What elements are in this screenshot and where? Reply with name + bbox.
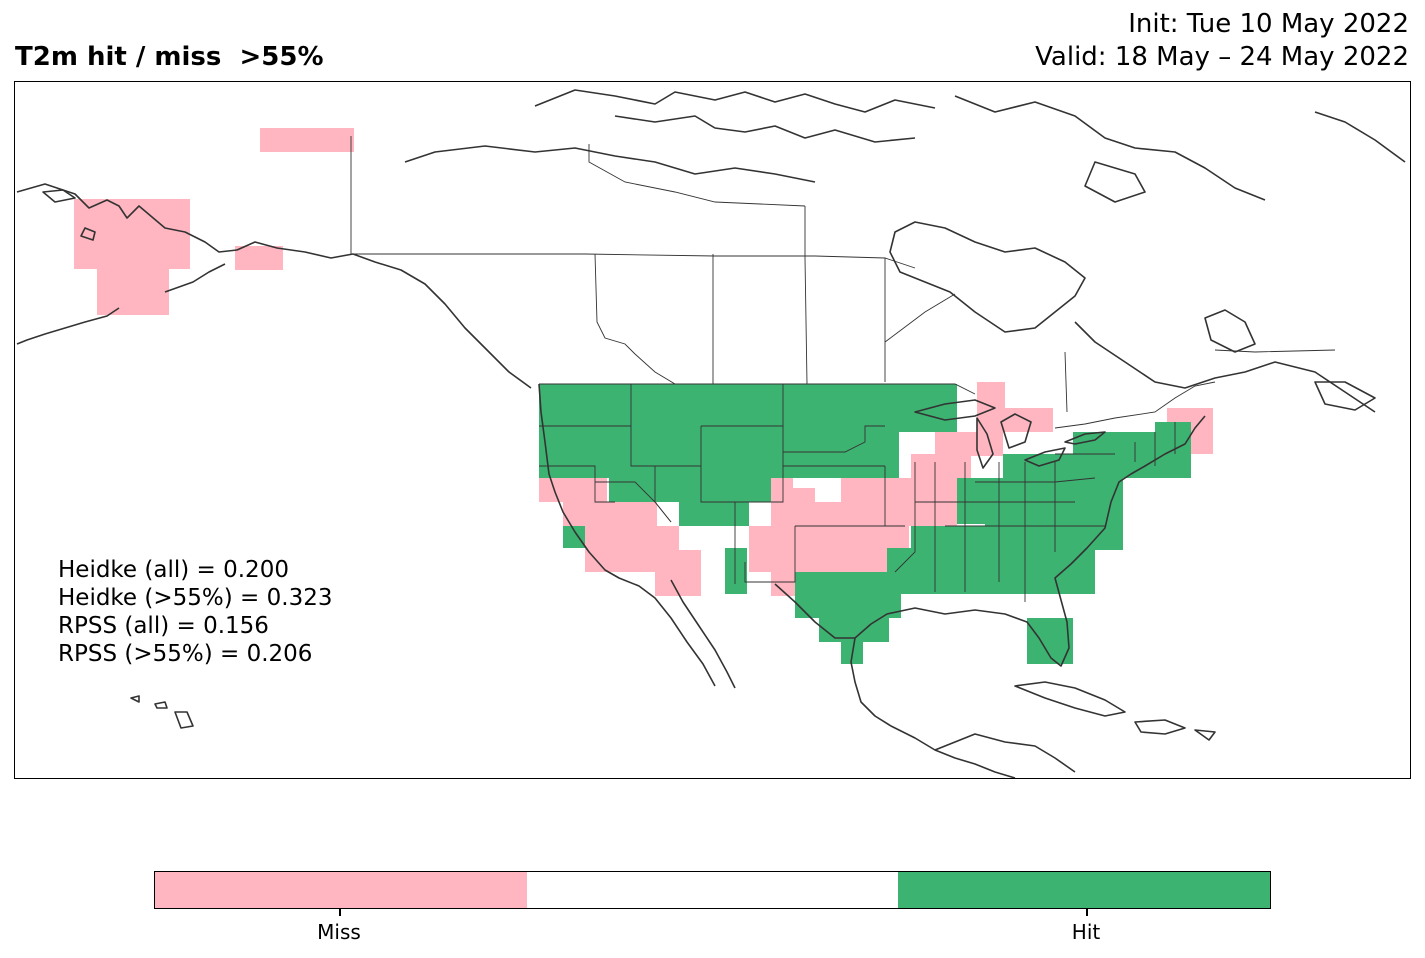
colorbar-hit-segment: [898, 872, 1271, 908]
skill-scores: Heidke (all) = 0.200 Heidke (>55%) = 0.3…: [58, 556, 332, 668]
forecast-dates: Init: Tue 10 May 2022 Valid: 18 May – 24…: [1035, 8, 1409, 74]
colorbar: [154, 871, 1271, 909]
heidke-all: Heidke (all) = 0.200: [58, 557, 289, 583]
colorbar-tick-miss: [339, 909, 341, 916]
colorbar-label-hit: Hit: [1071, 920, 1101, 944]
colorbar-tick-hit: [1086, 909, 1088, 916]
colorbar-miss-segment: [155, 872, 527, 908]
borders: [350, 136, 1336, 602]
map-panel: Heidke (all) = 0.200 Heidke (>55%) = 0.3…: [14, 81, 1411, 779]
rpss-55: RPSS (>55%) = 0.206: [58, 641, 313, 667]
miss-cells: [74, 128, 1213, 596]
map-title: T2m hit / miss >55%: [15, 42, 324, 72]
rpss-all: RPSS (all) = 0.156: [58, 613, 269, 639]
hit-cells: [539, 384, 1191, 664]
north-america-map: [16, 89, 1406, 778]
coastlines: [16, 89, 1406, 778]
colorbar-label-miss: Miss: [317, 920, 361, 944]
init-date: Init: Tue 10 May 2022: [1128, 9, 1409, 39]
heidke-55: Heidke (>55%) = 0.323: [58, 585, 333, 611]
valid-dates: Valid: 18 May – 24 May 2022: [1035, 42, 1409, 72]
colorbar-neutral-segment: [526, 872, 899, 908]
